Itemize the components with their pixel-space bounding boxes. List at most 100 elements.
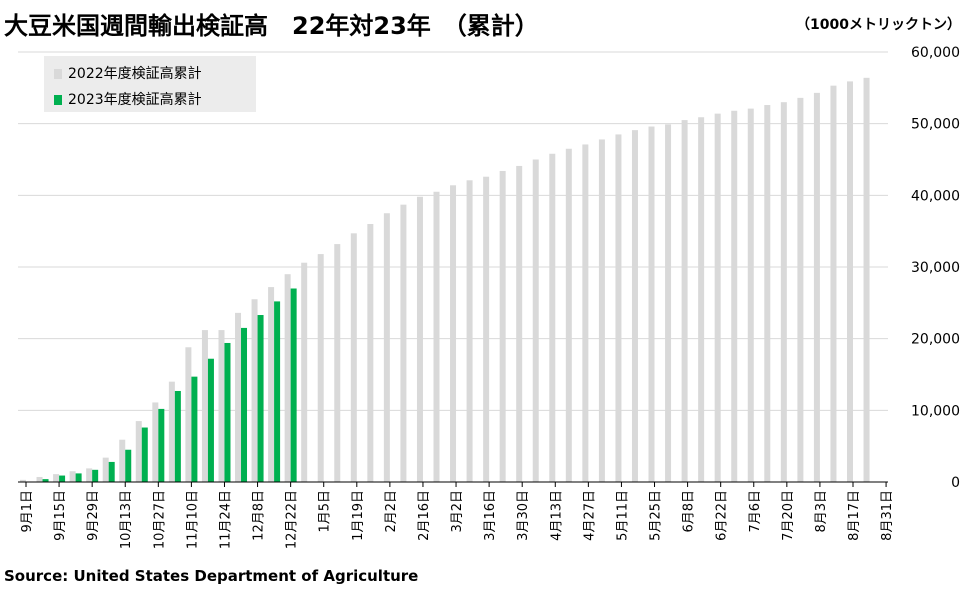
bar-2022 (615, 134, 622, 483)
legend-item-2022: 2022年度検証高累計 (54, 63, 202, 83)
bar-2023 (207, 358, 214, 482)
bar-2023 (191, 376, 198, 482)
x-tick-label: 9月1日 (20, 490, 35, 533)
legend: 2022年度検証高累計 2023年度検証高累計 (44, 56, 256, 112)
y-tick-label: 0 (951, 475, 960, 491)
x-tick-label: 2月2日 (384, 490, 399, 533)
legend-label-2022: 2022年度検証高累計 (68, 66, 202, 82)
bar-2022 (450, 185, 457, 483)
bar-2022 (797, 97, 804, 483)
bar-2023 (224, 342, 231, 482)
bar-2022 (36, 476, 43, 482)
x-tick-label: 7月6日 (748, 490, 763, 533)
bar-2022 (201, 330, 208, 482)
bar-2022 (284, 274, 291, 482)
x-tick-label: 1月5日 (318, 490, 333, 533)
bar-2022 (714, 113, 721, 482)
bar-2022 (416, 196, 423, 482)
bar-2022 (235, 312, 242, 482)
page-title: 大豆米国週間輸出検証高 22年対23年 （累計） (4, 12, 539, 40)
bar-2022 (731, 110, 738, 483)
x-tick-label: 8月3日 (814, 490, 829, 533)
bars (20, 77, 870, 483)
bar-2022 (698, 117, 705, 482)
y-tick-label: 60,000 (911, 45, 960, 61)
x-tick-label: 8月17日 (847, 490, 862, 541)
legend-swatch-2022 (54, 69, 62, 79)
bar-2022 (780, 102, 787, 483)
bar-2022 (764, 105, 771, 482)
bar-2022 (383, 213, 390, 482)
bar-2022 (565, 148, 572, 482)
bar-2022 (367, 224, 374, 482)
bar-2023 (108, 461, 115, 482)
bar-2023 (174, 390, 181, 482)
x-tick-label: 4月13日 (549, 490, 564, 541)
y-tick-label: 30,000 (911, 260, 960, 276)
bar-2022 (483, 176, 490, 482)
axes (18, 481, 888, 487)
y-tick-label: 50,000 (911, 117, 960, 133)
y-tick-label: 10,000 (911, 403, 960, 419)
bar-2022 (648, 126, 655, 482)
x-tick-labels: 9月1日 9月15日 9月29日 10月13日 10月27日 11月10日 11月24日 12… (20, 490, 895, 549)
x-tick-label: 3月2日 (450, 490, 465, 533)
bar-2022 (598, 139, 605, 482)
bar-2022 (135, 421, 142, 482)
x-tick-label: 10月27日 (152, 490, 167, 549)
bar-2022 (350, 233, 357, 482)
bar-2022 (466, 180, 473, 482)
x-tick-label: 3月16日 (483, 490, 498, 541)
bar-2022 (218, 330, 225, 482)
x-tick-label: 6月22日 (715, 490, 730, 541)
x-tick-label: 8月31日 (880, 490, 895, 541)
bar-2022 (582, 144, 589, 482)
y-tick-label: 40,000 (911, 188, 960, 204)
bar-2022 (433, 191, 440, 482)
x-tick-label: 9月15日 (53, 490, 68, 541)
bar-2022 (334, 244, 341, 482)
x-tick-label: 1月19日 (351, 490, 366, 541)
bar-2023 (290, 288, 297, 482)
x-tick-label: 9月29日 (86, 490, 101, 541)
bar-2023 (141, 427, 148, 482)
x-tick-label: 5月11日 (615, 490, 630, 541)
bar-2022 (747, 108, 754, 483)
x-tick-label: 4月27日 (582, 490, 597, 541)
x-tick-label: 11月10日 (185, 490, 200, 549)
bar-2023 (241, 327, 248, 482)
x-tick-label: 2月16日 (417, 490, 432, 541)
bar-2023 (92, 469, 99, 482)
bar-2022 (516, 165, 523, 482)
bar-2022 (631, 130, 638, 482)
bar-2022 (830, 85, 837, 483)
bar-2022 (86, 468, 93, 482)
x-tick-label: 12月22日 (285, 490, 300, 549)
legend-label-2023: 2023年度検証高累計 (68, 92, 202, 108)
bar-2022 (863, 77, 870, 483)
bar-2022 (847, 81, 853, 482)
bar-2022 (665, 124, 672, 482)
bar-2022 (400, 204, 407, 482)
bar-2022 (185, 347, 192, 482)
bar-2022 (152, 402, 159, 482)
x-tick-label: 12月8日 (252, 490, 267, 541)
x-tick-label: 7月20日 (781, 490, 796, 541)
bar-2023 (125, 449, 132, 482)
bar-2023 (274, 301, 281, 482)
bar-2022 (532, 159, 539, 482)
bar-2022 (20, 479, 26, 482)
bar-2022 (119, 439, 126, 482)
bar-2023 (59, 475, 66, 482)
bar-2023 (257, 315, 264, 482)
source-label: Source: United States Department of Agri… (4, 567, 419, 585)
x-tick-label: 10月13日 (119, 490, 134, 549)
y-tick-label: 20,000 (911, 332, 960, 348)
bar-2022 (813, 92, 820, 482)
bar-2022 (53, 474, 60, 482)
bar-2022 (168, 381, 175, 482)
legend-swatch-2023 (54, 95, 62, 105)
bar-2022 (549, 153, 556, 482)
bar-2022 (317, 254, 324, 482)
